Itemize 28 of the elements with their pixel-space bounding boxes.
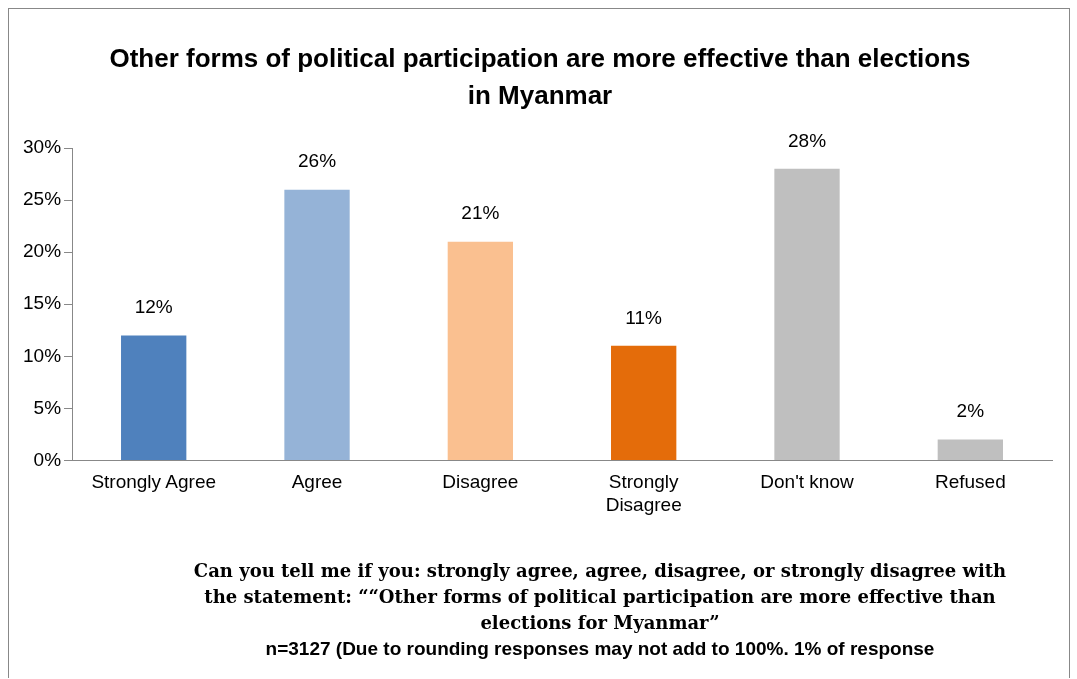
x-tick-label: Agree [291, 471, 343, 493]
bar [284, 189, 350, 460]
y-tick-label: 30% [23, 136, 62, 158]
y-tick-label: 20% [23, 240, 62, 262]
data-label: 12% [134, 296, 173, 318]
y-tick-label: 15% [23, 292, 62, 314]
bar [121, 335, 187, 460]
y-tick-label: 10% [23, 344, 62, 366]
chart-title: Other forms of political participation are more effective than elections in Myanmar [108, 42, 972, 112]
x-tick-label: Strongly Agree [91, 471, 217, 493]
data-label: 2% [956, 400, 985, 422]
bar [774, 168, 840, 460]
data-label: 11% [625, 306, 663, 328]
text: n=3127 (Due to rounding responses may not add to 100%. 1% of response [264, 637, 936, 661]
y-tick-label: 0% [33, 448, 62, 470]
bar [447, 241, 514, 460]
x-tick-label: Strongly Disagree [605, 471, 682, 515]
x-tick-label: Disagree [442, 471, 519, 493]
data-label: 26% [298, 150, 337, 172]
data-label: 21% [461, 202, 500, 224]
x-tick-label: Don't know [760, 471, 854, 493]
data-label: 28% [787, 129, 827, 151]
bar [611, 345, 677, 460]
bar [937, 439, 1003, 460]
text: Can you tell me if you: strongly agree, agree, disagree, or strongly disagree with the statement: ““Other forms of political participation are more effective than elections for Myanmar” [192, 559, 1008, 635]
y-tick-label: 5% [33, 396, 62, 418]
x-tick-label: Refused [934, 471, 1006, 493]
y-tick-label: 25% [23, 188, 62, 210]
